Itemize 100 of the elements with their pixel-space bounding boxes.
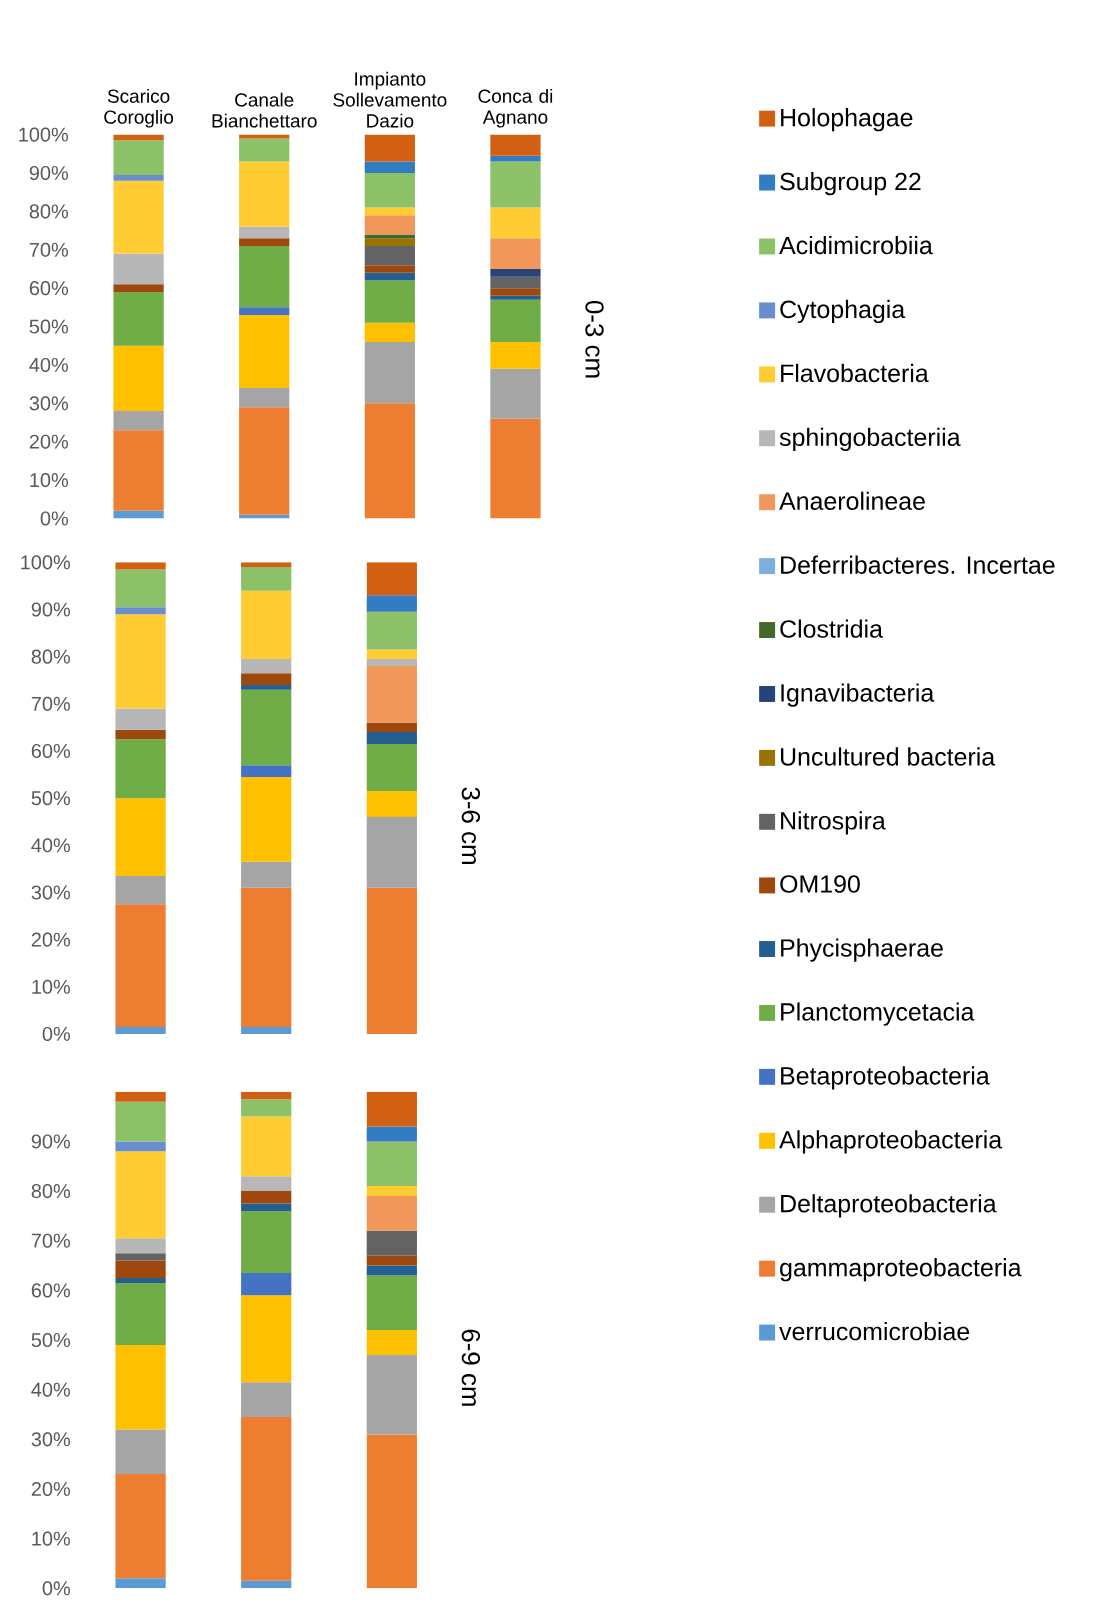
bar: [364, 215, 416, 235]
y-tick-label: 70%: [31, 1233, 71, 1248]
legend-label: Planctomycetacia: [781, 1002, 975, 1026]
bar: [115, 1091, 166, 1102]
bar: [115, 1141, 166, 1152]
bar: [115, 1151, 166, 1239]
bar: [115, 1238, 166, 1254]
legend-label: sphingobacteriia: [779, 427, 961, 451]
bar: [366, 611, 418, 650]
bar: [366, 666, 418, 723]
bar: [241, 1295, 292, 1383]
bar: [366, 659, 418, 667]
bar: [239, 238, 290, 246]
y-tick-label: 20%: [31, 1481, 71, 1497]
bar: [366, 1141, 418, 1187]
legend-label: Uncultured bacteria: [781, 747, 996, 766]
bar: [239, 407, 290, 515]
bar: [115, 798, 166, 876]
y-tick-label: 100%: [21, 555, 71, 570]
text: 3-6 cm: [461, 787, 481, 864]
bar: [366, 1255, 418, 1266]
text: 6-9 cm: [461, 1329, 481, 1406]
bar: [366, 1434, 418, 1589]
y-tick-label: 30%: [31, 885, 71, 900]
bar: [115, 1101, 166, 1142]
legend-label: Subgroup 22: [780, 172, 921, 196]
bar: [241, 1382, 292, 1418]
y-tick-label: 70%: [31, 696, 71, 711]
bar: [241, 861, 292, 888]
bar: [366, 1186, 418, 1197]
bar: [490, 161, 541, 208]
bar: [241, 1191, 292, 1204]
legend-label: Nitrospira: [781, 811, 886, 835]
bar: [115, 729, 166, 740]
bar: [241, 1210, 292, 1274]
bar: [115, 1345, 166, 1430]
bar: [490, 341, 541, 369]
bar: [241, 684, 292, 690]
bar: [241, 1203, 292, 1211]
bar: [366, 1196, 418, 1231]
bar: [366, 649, 418, 660]
legend-label: Clostridia: [780, 619, 884, 638]
bar: [241, 689, 292, 766]
bar: [113, 180, 164, 254]
y-tick-label: 10%: [30, 473, 69, 488]
legend-label: Alphaproteobacteria: [779, 1130, 1003, 1154]
bar: [364, 341, 416, 404]
y-tick-label: 30%: [31, 1432, 71, 1447]
legend-label: OM190: [780, 875, 860, 893]
bar: [113, 345, 164, 411]
bar: [113, 253, 164, 285]
bar: [115, 614, 166, 709]
bar: [366, 722, 418, 733]
bar: [490, 238, 541, 269]
legend-label: Ignavibacteria: [781, 683, 935, 707]
bar: [366, 1354, 418, 1435]
bar: [490, 268, 541, 277]
bar: [241, 1580, 292, 1589]
bar: [366, 1126, 418, 1142]
y-tick-label: 50%: [31, 791, 71, 806]
bar: [113, 411, 164, 431]
x-tick-label: Scarico Coroglio: [104, 88, 174, 128]
bar: [115, 569, 166, 608]
y-tick-label: 10%: [32, 1531, 71, 1546]
y-tick-label: 10%: [32, 979, 71, 994]
y-tick-label: 60%: [29, 281, 69, 296]
bar: [366, 887, 418, 1034]
y-tick-label: 100%: [19, 127, 69, 142]
y-tick-label: 80%: [29, 204, 69, 219]
legend-label: verrucomicrobiae: [779, 1322, 970, 1341]
legend-label: gammaproteobacteria: [780, 1258, 1022, 1282]
bar: [490, 288, 541, 296]
bar: [241, 887, 292, 1027]
legend-label: Holophagae: [781, 108, 913, 132]
bar: [366, 595, 418, 612]
bar: [241, 1099, 292, 1117]
x-tick-label: Canale Bianchettaro: [212, 92, 317, 128]
bar: [366, 1330, 418, 1355]
legend-label: Deferribacteres. Incertae: [781, 555, 1055, 574]
bar: [490, 368, 541, 419]
bar: [115, 1429, 166, 1475]
bar: [366, 1230, 418, 1256]
legend-label: Phycisphaerae: [781, 938, 943, 962]
y-tick-label: 60%: [31, 1283, 71, 1298]
bar: [366, 791, 418, 818]
legend-label: Flavobacteria: [781, 363, 929, 383]
y-tick-label: 90%: [31, 602, 71, 617]
bar: [241, 1091, 292, 1100]
legend-label: Betaproteobacteria: [781, 1066, 990, 1090]
y-tick-label: 60%: [31, 743, 71, 759]
bar: [239, 307, 290, 316]
bar: [115, 1277, 166, 1283]
bar: [241, 1176, 292, 1192]
y-tick-label: 80%: [31, 649, 71, 664]
bar: [239, 161, 290, 227]
bar: [364, 173, 416, 208]
y-tick-label: 20%: [29, 434, 69, 449]
bar: [115, 708, 166, 730]
bar: [115, 607, 166, 615]
bar: [364, 238, 416, 246]
